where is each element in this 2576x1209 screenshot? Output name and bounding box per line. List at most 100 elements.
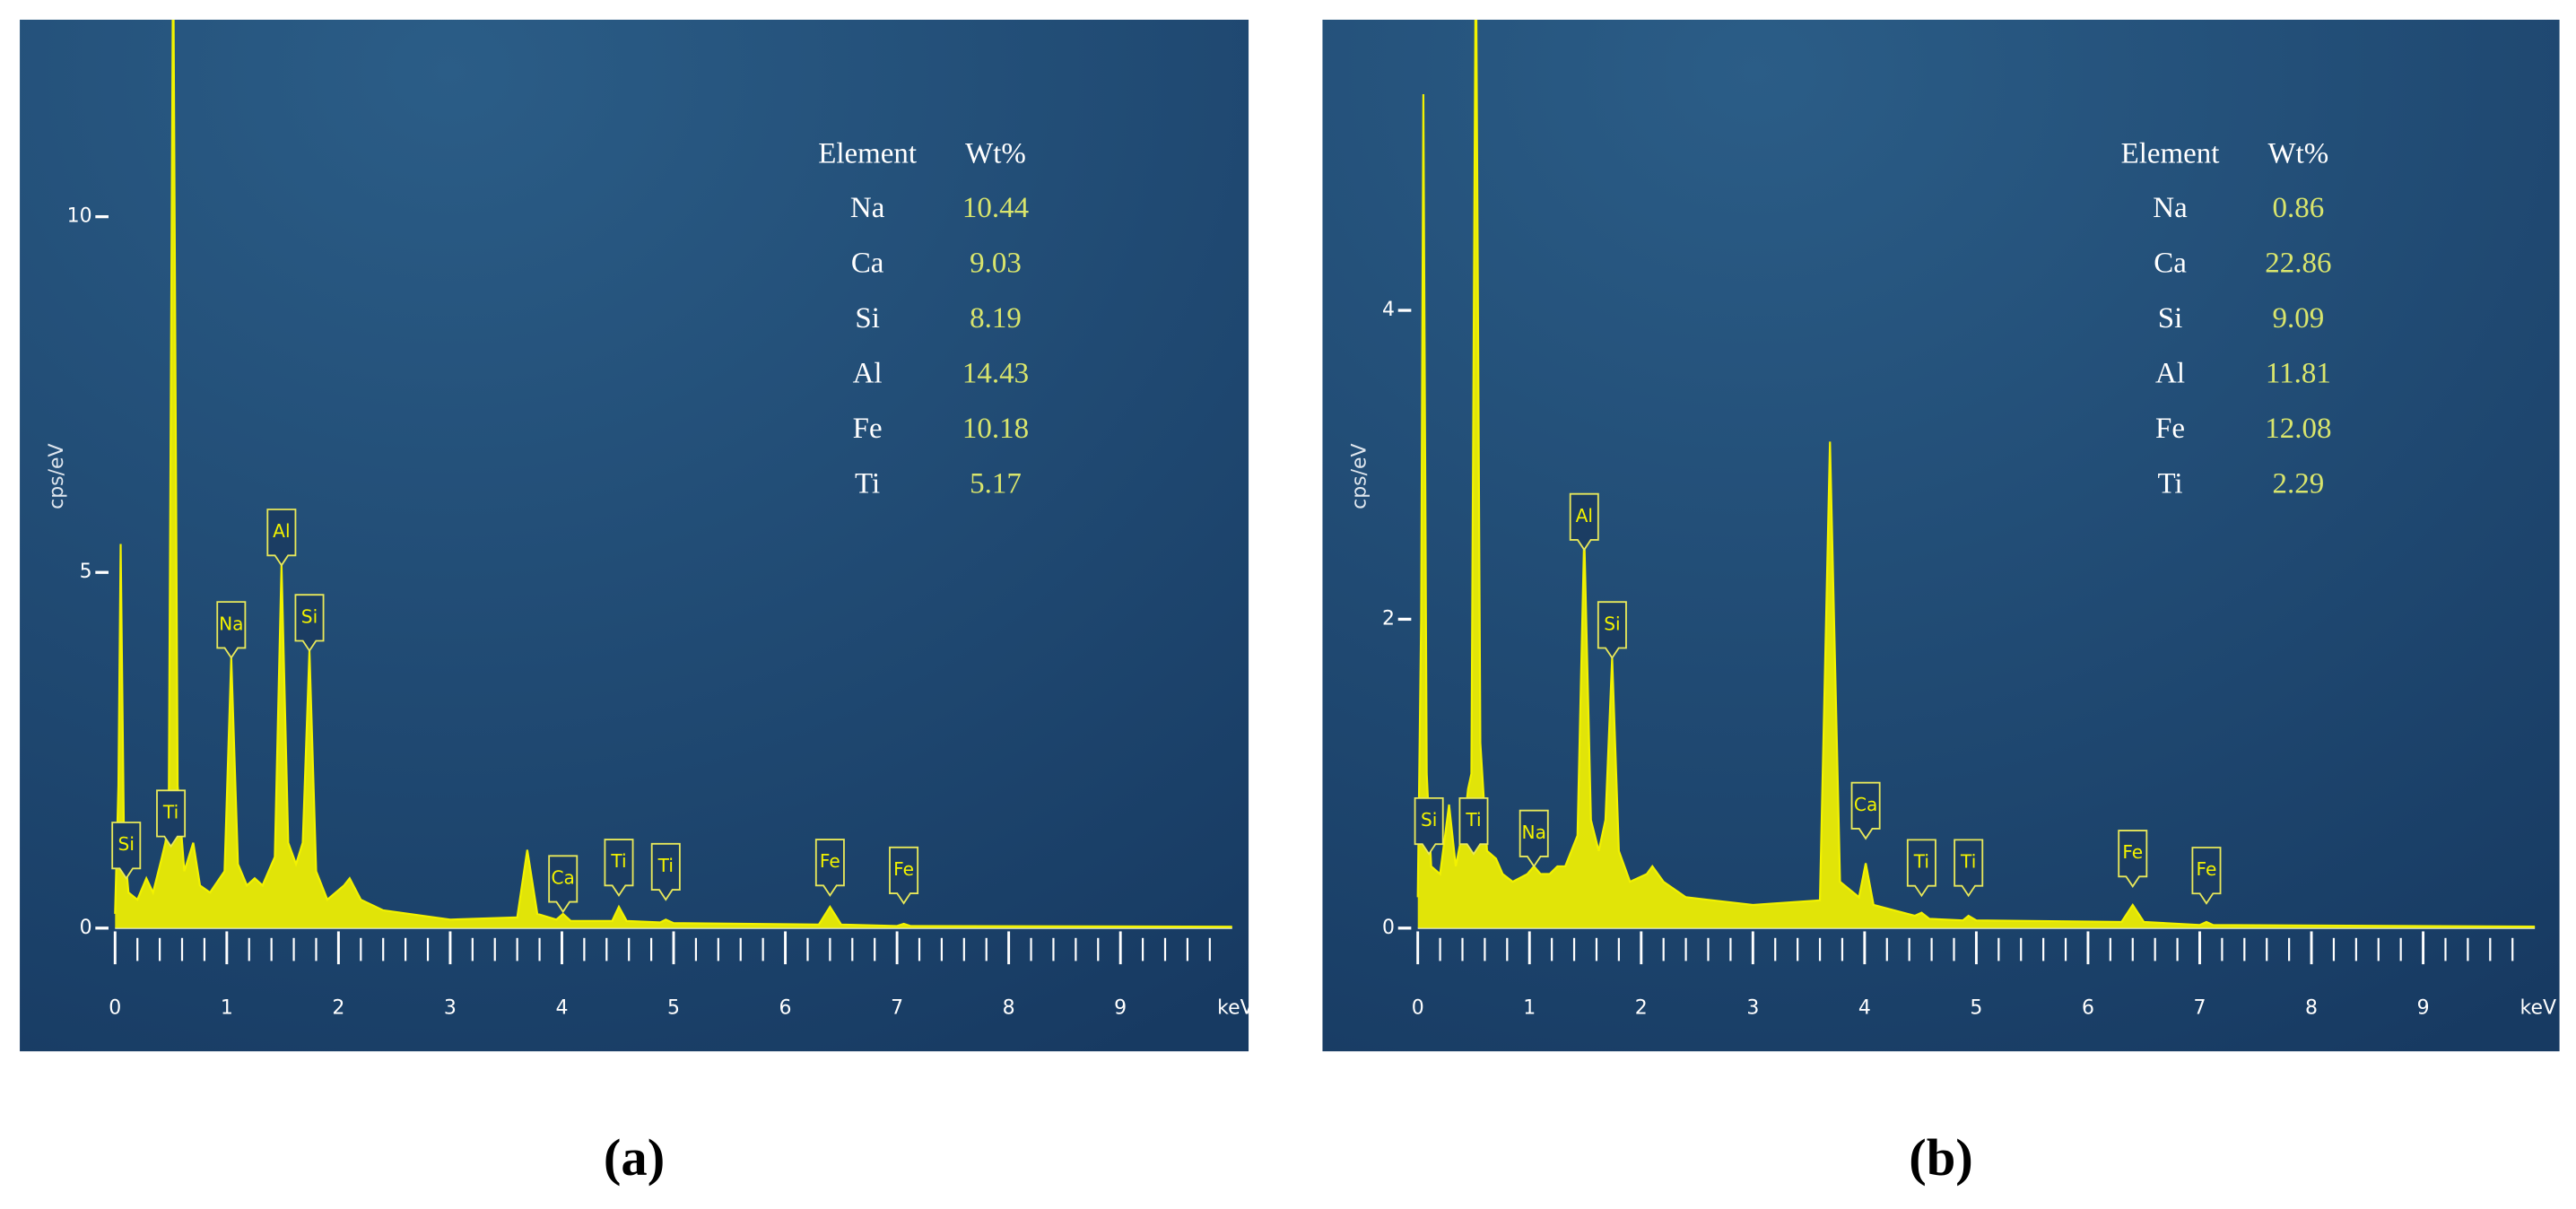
y-tick-label: 0 <box>80 917 92 939</box>
peak-label-box <box>2191 847 2222 905</box>
panel-caption: (a) <box>604 1128 665 1187</box>
peak-label: Ti <box>1913 851 1929 873</box>
table-element: Al <box>853 358 883 390</box>
x-tick-label: 9 <box>1114 997 1127 1020</box>
peak-label: Ti <box>1465 809 1481 831</box>
x-tick-label: 4 <box>1858 997 1871 1020</box>
peak-label: Fe <box>2122 841 2143 863</box>
table-header: Element <box>818 138 917 170</box>
peak-label: Ca <box>552 866 575 888</box>
y-tick-label: 0 <box>1382 917 1395 939</box>
table-header: Wt% <box>965 138 1026 170</box>
table-header: Wt% <box>2268 138 2329 170</box>
peak-label: Si <box>1604 613 1620 634</box>
peak-label: Ti <box>162 801 178 822</box>
x-tick-label: 8 <box>2305 997 2318 1020</box>
x-tick-label: 3 <box>444 997 457 1020</box>
table-value: 11.81 <box>2266 358 2331 390</box>
panel-caption: (b) <box>1909 1128 1973 1187</box>
y-tick-label: 10 <box>67 205 92 228</box>
peak-label-box <box>604 839 634 897</box>
peak-label-box <box>156 789 187 848</box>
peak-label: Na <box>1522 822 1546 843</box>
x-tick-label: 3 <box>1746 997 1759 1020</box>
x-tick-label: 0 <box>109 997 121 1020</box>
peak-label-box <box>2118 830 2148 888</box>
x-tick-label: 2 <box>1635 997 1648 1020</box>
peak-label: Al <box>1576 505 1593 526</box>
table-value: 10.44 <box>962 192 1029 224</box>
peak-label-box <box>294 594 325 653</box>
peak-label-box <box>1597 601 1627 660</box>
x-tick-label: 9 <box>2417 997 2430 1020</box>
spectrum-plot <box>114 19 1232 928</box>
table-element: Ti <box>2157 468 2182 500</box>
x-axis-label: keV <box>1217 997 1253 1020</box>
x-tick-label: 6 <box>2082 997 2094 1020</box>
x-tick-label: 6 <box>779 997 792 1020</box>
table-value: 9.09 <box>2273 302 2325 335</box>
table-element: Na <box>2153 192 2188 224</box>
peak-label: Fe <box>820 850 840 872</box>
y-tick-label: 4 <box>1382 299 1395 321</box>
spectrum-plot <box>1416 19 2536 928</box>
y-axis-label: cps/eV <box>46 443 68 509</box>
peak-label: Al <box>273 520 290 542</box>
spectrum-panel: 0 1 2 3 4 5 6 7 8 9 0 2 4 cps/eV keV Si Ti Na Al Si Ca Ti Ti Fe… <box>1322 19 2560 1052</box>
x-tick-label: 4 <box>555 997 568 1020</box>
table-value: 8.19 <box>970 302 1022 335</box>
spectrum-line <box>114 19 1232 928</box>
peak-label-box <box>1458 796 1489 856</box>
y-axis-label: cps/eV <box>1349 443 1371 509</box>
x-tick-label: 5 <box>1970 997 1982 1020</box>
x-axis-label: keV <box>2520 997 2556 1020</box>
peak-label-box <box>216 601 247 660</box>
peak-label-box <box>650 842 681 901</box>
y-tick-label: 2 <box>1382 607 1395 630</box>
table-element: Na <box>850 192 885 224</box>
x-tick-label: 1 <box>221 997 233 1020</box>
peak-label: Ti <box>657 855 674 876</box>
peak-label: Si <box>301 605 318 627</box>
table-element: Si <box>855 302 879 335</box>
spectrum-fill <box>115 19 1232 928</box>
table-value: 2.29 <box>2273 468 2325 500</box>
peak-label: Ti <box>1960 851 1976 873</box>
x-tick-label: 1 <box>1523 997 1536 1020</box>
table-header: Element <box>2121 138 2220 170</box>
peak-label-box <box>1414 796 1444 856</box>
table-value: 22.86 <box>2265 248 2331 280</box>
peak-label: Fe <box>893 858 914 880</box>
peak-label: Si <box>118 833 135 855</box>
table-value: 9.03 <box>970 248 1022 280</box>
peak-label-box <box>266 509 297 567</box>
peak-label-box <box>1569 492 1599 552</box>
spectrum-panel: 0 1 2 3 4 5 6 7 8 9 0 5 10 cps/eV keV Si Ti Na Al Si Ca Ti Ti F… <box>20 19 1254 1052</box>
table-value: 10.18 <box>962 413 1029 445</box>
table-element: Ti <box>855 468 880 500</box>
peak-label: Si <box>1421 809 1437 831</box>
table-element: Si <box>2158 302 2182 335</box>
peak-label-box <box>111 822 142 880</box>
peak-label-box <box>814 839 845 897</box>
table-value: 12.08 <box>2265 413 2331 445</box>
peak-label: Fe <box>2197 858 2217 880</box>
spectrum-line <box>1416 19 2536 928</box>
table-element: Ca <box>851 248 884 280</box>
peak-label-box <box>1519 809 1549 868</box>
peak-label: Na <box>219 613 243 634</box>
peak-label: Ca <box>1854 794 1877 815</box>
y-tick-label: 5 <box>80 561 92 583</box>
peak-label-box <box>1906 839 1936 898</box>
table-element: Fe <box>853 413 883 445</box>
peak-label-box <box>1954 839 1984 898</box>
peak-label-box <box>889 846 919 905</box>
peak-label: Ti <box>610 850 626 872</box>
table-element: Ca <box>2154 248 2187 280</box>
x-tick-label: 8 <box>1003 997 1015 1020</box>
table-element: Fe <box>2155 413 2185 445</box>
x-tick-label: 2 <box>332 997 344 1020</box>
table-value: 5.17 <box>970 468 1022 500</box>
x-tick-label: 7 <box>2194 997 2206 1020</box>
